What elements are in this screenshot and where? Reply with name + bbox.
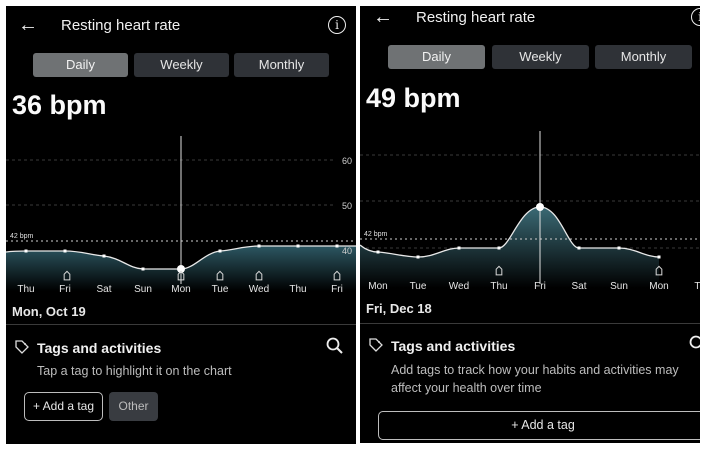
- svg-text:Sat: Sat: [96, 284, 111, 295]
- svg-text:Wed: Wed: [449, 281, 469, 292]
- y-tick-60: 60: [342, 156, 352, 166]
- svg-text:Fri: Fri: [59, 284, 71, 295]
- selected-date: Mon, Oct 19: [12, 304, 86, 319]
- back-arrow-icon[interactable]: ←: [373, 6, 393, 28]
- tab-daily[interactable]: Daily: [33, 53, 128, 77]
- tab-daily[interactable]: Daily: [388, 45, 485, 69]
- tab-weekly[interactable]: Weekly: [134, 53, 229, 77]
- selected-point: [177, 265, 185, 273]
- page-title: Resting heart rate: [61, 17, 181, 34]
- tag-markers: [63, 270, 341, 281]
- y-tick-40: 40: [342, 246, 352, 256]
- add-tag-button[interactable]: + Add a tag: [378, 411, 700, 440]
- svg-text:Tue: Tue: [212, 284, 229, 295]
- tags-section-title: Tags and activities: [37, 340, 162, 356]
- svg-text:Tu: Tu: [694, 281, 700, 292]
- tags-section-description: Add tags to track how your habits and ac…: [391, 363, 679, 395]
- info-icon[interactable]: i: [328, 16, 346, 34]
- y-tick-50: 50: [342, 201, 352, 211]
- x-axis-labels: Thu Fri Sat Sun Mon Tue Wed Thu Fri: [17, 284, 342, 295]
- add-tag-button[interactable]: + Add a tag: [24, 392, 103, 421]
- back-arrow-icon[interactable]: ←: [18, 14, 38, 36]
- x-axis-labels: Mon Tue Wed Thu Fri Sat Sun Mon Tu: [368, 281, 700, 292]
- svg-text:Mon: Mon: [368, 281, 387, 292]
- tags-section-title: Tags and activities: [391, 338, 516, 354]
- tag-chip-other[interactable]: Other: [109, 392, 158, 421]
- svg-text:Mon: Mon: [649, 281, 668, 292]
- svg-text:Fri: Fri: [534, 281, 546, 292]
- svg-text:Thu: Thu: [490, 281, 507, 292]
- tag-icon: [15, 340, 29, 354]
- svg-text:Sun: Sun: [610, 281, 628, 292]
- svg-text:Fri: Fri: [331, 284, 343, 295]
- selected-date: Fri, Dec 18: [366, 301, 432, 316]
- page-title: Resting heart rate: [416, 9, 536, 26]
- svg-text:Sun: Sun: [134, 284, 152, 295]
- svg-text:Sat: Sat: [571, 281, 586, 292]
- selected-point: [536, 203, 544, 211]
- heart-rate-chart[interactable]: 42 bpm Mon Tue Wed Thu Fri Sat Sun Mon Tu: [360, 6, 700, 306]
- svg-text:Thu: Thu: [17, 284, 34, 295]
- tag-icon: [369, 338, 383, 352]
- heart-rate-value: 36 bpm: [12, 90, 107, 120]
- heart-rate-chart[interactable]: 60 50 42 bpm 40: [6, 6, 356, 306]
- tag-markers: [495, 265, 663, 276]
- screen-daily-dec: ← Resting heart rate i Daily Weekly Mont…: [360, 6, 700, 443]
- svg-text:Thu: Thu: [289, 284, 306, 295]
- tab-monthly[interactable]: Monthly: [595, 45, 692, 69]
- tab-monthly[interactable]: Monthly: [234, 53, 329, 77]
- divider: [360, 323, 700, 324]
- screen-daily-oct: ← Resting heart rate i Daily Weekly Mont…: [6, 6, 356, 444]
- reference-label: 42 bpm: [10, 233, 34, 240]
- heart-rate-value: 49 bpm: [366, 83, 461, 113]
- svg-text:Tue: Tue: [410, 281, 427, 292]
- tab-weekly[interactable]: Weekly: [492, 45, 589, 69]
- divider: [6, 324, 356, 325]
- svg-text:Mon: Mon: [171, 284, 190, 295]
- search-icon[interactable]: [689, 335, 700, 353]
- svg-text:Wed: Wed: [249, 284, 269, 295]
- reference-label: 42 bpm: [364, 231, 388, 238]
- search-icon[interactable]: [326, 337, 344, 355]
- tags-section-description: Tap a tag to highlight it on the chart: [37, 364, 232, 378]
